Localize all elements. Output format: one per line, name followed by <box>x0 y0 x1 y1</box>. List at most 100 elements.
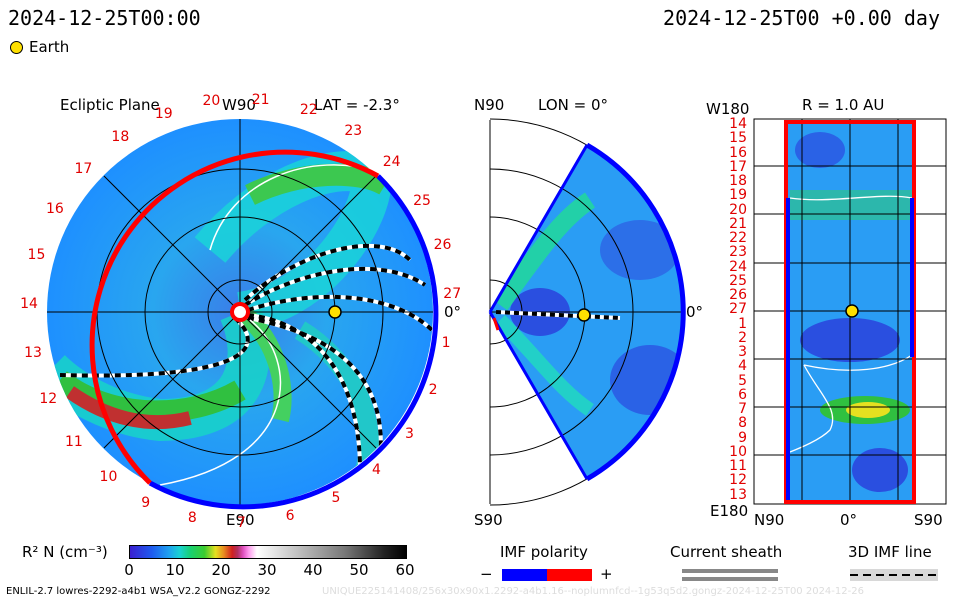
ecliptic-rim-negative <box>148 174 439 510</box>
ecliptic-title: Ecliptic Plane <box>60 96 160 114</box>
synoptic-row-label: 13 <box>729 486 747 503</box>
synoptic-row-label: 6 <box>738 386 747 403</box>
imfline-legend-title: 3D IMF line <box>848 543 932 561</box>
synoptic-title: R = 1.0 AU <box>802 96 885 114</box>
ecliptic-rim-positive <box>89 149 380 485</box>
ecliptic-right-label: 0° <box>444 303 462 321</box>
synoptic-top-left-label: W180 <box>706 100 750 118</box>
sector-number: 26 <box>433 237 452 254</box>
synoptic-row-label: 5 <box>738 372 747 389</box>
meridional-top-label: N90 <box>474 96 505 114</box>
meridional-rim <box>585 142 686 482</box>
sector-number: 27 <box>443 285 462 302</box>
ecliptic-lat-label: LAT = -2.3° <box>314 96 400 114</box>
sector-number: 6 <box>285 508 295 525</box>
synoptic-row-label: 23 <box>729 244 747 261</box>
earth-legend: Earth <box>10 38 69 56</box>
sheath-legend-title: Current sheath <box>670 543 783 561</box>
synoptic-row-label: 3 <box>738 344 747 361</box>
sector-number: 21 <box>251 91 270 108</box>
colorbar-label: R² N (cm⁻³) <box>22 543 108 561</box>
colorbar-tick: 20 <box>211 561 231 579</box>
sun-marker-icon <box>230 302 250 322</box>
meridional-bottom-label: S90 <box>474 511 503 529</box>
sector-number: 24 <box>382 153 401 170</box>
timestamp-left: 2024-12-25T00:00 <box>8 6 201 30</box>
synoptic-bottom-left-label: E180 <box>710 502 749 520</box>
colorbar-tick: 10 <box>165 561 185 579</box>
sector-number: 10 <box>99 468 118 485</box>
synoptic-row-label: 2 <box>738 329 747 346</box>
synoptic-row-label: 18 <box>729 173 747 190</box>
sector-number: 14 <box>20 295 38 312</box>
synoptic-x-left: N90 <box>754 511 785 529</box>
synoptic-row-label: 14 <box>729 116 747 132</box>
colorbar-tick: 0 <box>124 561 134 579</box>
synoptic-row-label: 8 <box>738 415 747 432</box>
earth-meridional-marker-icon <box>577 308 591 322</box>
colorbar-tick: 60 <box>395 561 415 579</box>
imfline-legend-swatch <box>850 569 938 581</box>
synoptic-row-label: 16 <box>729 144 747 161</box>
synoptic-row-label: 9 <box>738 429 747 446</box>
footer-left: ENLIL-2.7 lowres-2292-a4b1 WSA_V2.2 GONG… <box>6 586 271 597</box>
synoptic-structures <box>789 132 913 492</box>
colorbar <box>129 545 407 559</box>
sector-number: 5 <box>331 490 341 507</box>
ecliptic-bottom-label: E90 <box>226 511 255 529</box>
ecliptic-top-label: W90 <box>222 96 256 114</box>
sector-number: 12 <box>39 391 58 408</box>
synoptic-row-label: 25 <box>729 272 747 289</box>
synoptic-row-label: 4 <box>738 358 747 375</box>
colorbar-tick: 50 <box>349 561 369 579</box>
synoptic-row-label: 19 <box>729 187 747 204</box>
sector-number: 11 <box>64 433 83 450</box>
synoptic-x-right: S90 <box>914 511 943 529</box>
colorbar-tick: 30 <box>257 561 277 579</box>
synoptic-row-label: 22 <box>729 230 747 247</box>
sheath-line-1 <box>682 569 778 573</box>
synoptic-row-label: 24 <box>729 258 747 275</box>
imf-negative-swatch <box>502 569 547 581</box>
sector-number: 15 <box>27 246 46 263</box>
synoptic-row-label: 11 <box>729 458 747 475</box>
sector-number: 8 <box>187 510 197 527</box>
synoptic-row-label: 17 <box>729 158 747 175</box>
earth-legend-label: Earth <box>29 38 70 56</box>
sector-number: 23 <box>344 123 363 140</box>
synoptic-row-label: 27 <box>729 301 747 318</box>
sector-number: 3 <box>404 425 414 442</box>
imf-minus-label: − <box>480 565 493 583</box>
synoptic-row-label: 20 <box>729 201 747 218</box>
sector-number: 25 <box>413 192 431 209</box>
synoptic-x-mid: 0° <box>840 511 858 529</box>
sheath-line-2 <box>682 577 778 581</box>
sector-number: 22 <box>299 102 318 119</box>
sector-number: 13 <box>24 344 42 361</box>
sector-number: 18 <box>111 128 130 145</box>
imf-polarity-title: IMF polarity <box>500 543 588 561</box>
sector-number: 1 <box>441 334 451 351</box>
synoptic-row-label: 7 <box>738 401 747 418</box>
imf-positive-swatch <box>547 569 592 581</box>
earth-ecliptic-marker-icon <box>328 305 342 319</box>
synoptic-row-label: 15 <box>729 130 747 147</box>
colorbar-tick: 40 <box>303 561 323 579</box>
meridional-lon-label: LON = 0° <box>538 96 608 114</box>
synoptic-row-label: 21 <box>729 215 747 232</box>
synoptic-row-label: 26 <box>729 287 747 304</box>
meridional-right-label: 0° <box>686 303 704 321</box>
earth-synoptic-marker-icon <box>845 304 859 318</box>
sector-number: 17 <box>74 161 93 178</box>
sector-number: 4 <box>372 462 381 479</box>
ecliptic-structures <box>47 119 433 505</box>
synoptic-row-label: 10 <box>729 443 747 460</box>
sector-number: 16 <box>45 201 64 218</box>
sector-number: 19 <box>154 105 173 122</box>
imf-plus-label: + <box>600 565 613 583</box>
earth-marker-icon <box>10 40 23 54</box>
footer-right: UNIQUE225141408/256x30x90x1.2292-a4b1.16… <box>322 586 864 597</box>
